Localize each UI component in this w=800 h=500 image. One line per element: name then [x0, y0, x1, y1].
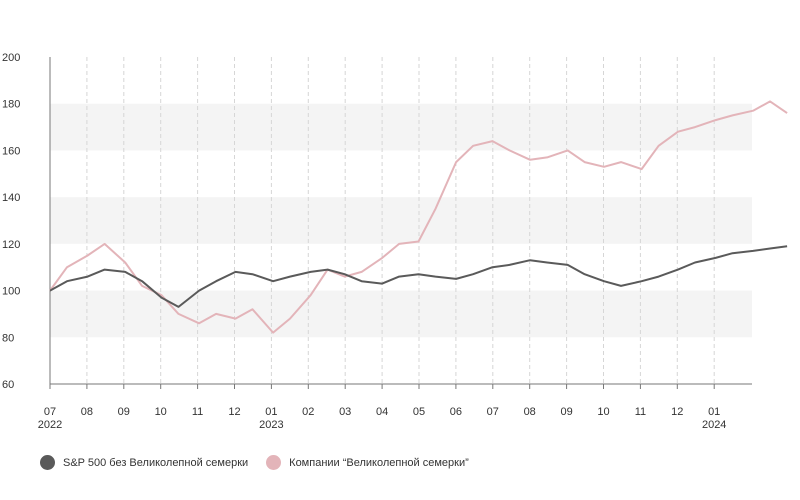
- series-lines: [49, 100, 788, 334]
- x-tick-label: 01: [708, 406, 720, 418]
- legend-item-mag7: Компании “Великолепной семерки”: [266, 455, 469, 470]
- x-tick-label: 07: [487, 406, 499, 418]
- y-tick-label: 60: [2, 379, 14, 391]
- x-year-label: 2022: [38, 419, 62, 431]
- x-tick-label: 11: [635, 406, 646, 418]
- grid-band: [50, 290, 752, 338]
- series-line-mag7: [49, 100, 788, 334]
- x-year-label: 2023: [259, 419, 283, 431]
- x-tick-label: 07: [44, 406, 56, 418]
- x-tick-label: 12: [671, 406, 683, 418]
- x-tick-label: 01: [265, 406, 277, 418]
- legend-swatch-dark: [40, 455, 55, 470]
- x-tick-label: 04: [376, 406, 388, 418]
- grid-band: [50, 103, 752, 151]
- x-tick-label: 08: [81, 406, 93, 418]
- y-tick-label: 160: [2, 145, 20, 157]
- series-line-sp500-ex-mag7: [49, 245, 788, 308]
- x-axis-ticks: 07 08 09 10 11 12 01 02 03 04 05 06 07 08 09 10 11 12 0120…: [38, 384, 726, 431]
- legend: S&P 500 без Великолепной семерки Компани…: [40, 455, 487, 470]
- legend-item-sp500-ex-mag7: S&P 500 без Великолепной семерки: [40, 455, 248, 470]
- y-tick-label: 140: [2, 192, 20, 204]
- y-tick-label: 100: [2, 286, 20, 298]
- x-tick-label: 03: [339, 406, 351, 418]
- x-tick-label: 11: [192, 406, 203, 418]
- y-axis-ticks: 60 80 100 120 140 160 180 200: [2, 52, 20, 391]
- x-tick-label: 05: [413, 406, 425, 418]
- x-tick-label: 08: [524, 406, 536, 418]
- y-tick-label: 120: [2, 239, 20, 251]
- x-tick-label: 02: [302, 406, 314, 418]
- legend-label: S&P 500 без Великолепной семерки: [63, 456, 249, 469]
- y-tick-label: 80: [2, 332, 14, 344]
- grid-bands: [49, 57, 752, 385]
- x-tick-label: 06: [450, 406, 462, 418]
- x-tick-label: 10: [597, 406, 609, 418]
- vertical-gridlines: [86, 57, 715, 384]
- y-tick-label: 200: [2, 52, 20, 64]
- x-tick-label: 09: [118, 406, 130, 418]
- x-tick-label: 12: [228, 406, 240, 418]
- x-tick-label: 10: [155, 406, 167, 418]
- legend-swatch-pink: [266, 455, 282, 470]
- y-tick-label: 180: [2, 99, 20, 111]
- legend-label: Компании “Великолепной семерки”: [289, 456, 469, 469]
- x-year-label: 2024: [702, 419, 726, 431]
- grid-band: [50, 197, 752, 244]
- x-tick-label: 09: [560, 406, 572, 418]
